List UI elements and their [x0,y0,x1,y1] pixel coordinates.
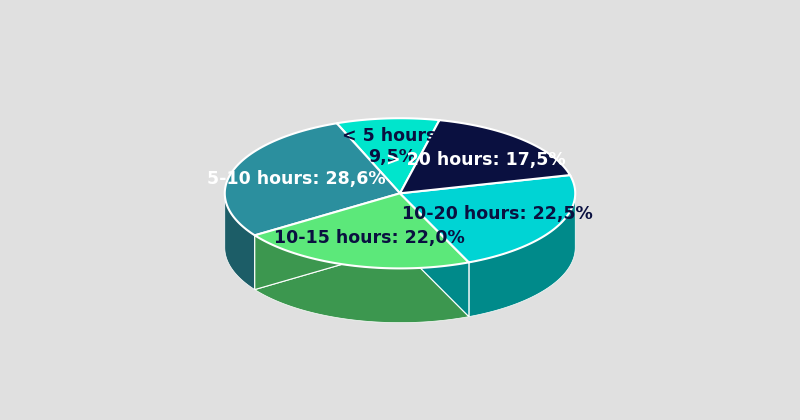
Polygon shape [400,193,469,317]
Ellipse shape [225,173,575,323]
Text: 5-10 hours: 28,6%: 5-10 hours: 28,6% [207,171,386,189]
Text: 10-15 hours: 22,0%: 10-15 hours: 22,0% [274,229,465,247]
Text: < 5 hours:
9,5%: < 5 hours: 9,5% [342,127,443,166]
Polygon shape [337,118,439,193]
Polygon shape [225,194,254,289]
Polygon shape [254,193,469,268]
Polygon shape [400,120,570,193]
Polygon shape [225,123,400,235]
Text: 10-20 hours: 22,5%: 10-20 hours: 22,5% [402,205,593,223]
Polygon shape [254,235,469,323]
Polygon shape [400,175,575,262]
Text: > 20 hours: 17,5%: > 20 hours: 17,5% [386,151,566,169]
Polygon shape [400,193,469,317]
Polygon shape [254,193,400,289]
Polygon shape [469,193,575,317]
Polygon shape [254,193,400,289]
